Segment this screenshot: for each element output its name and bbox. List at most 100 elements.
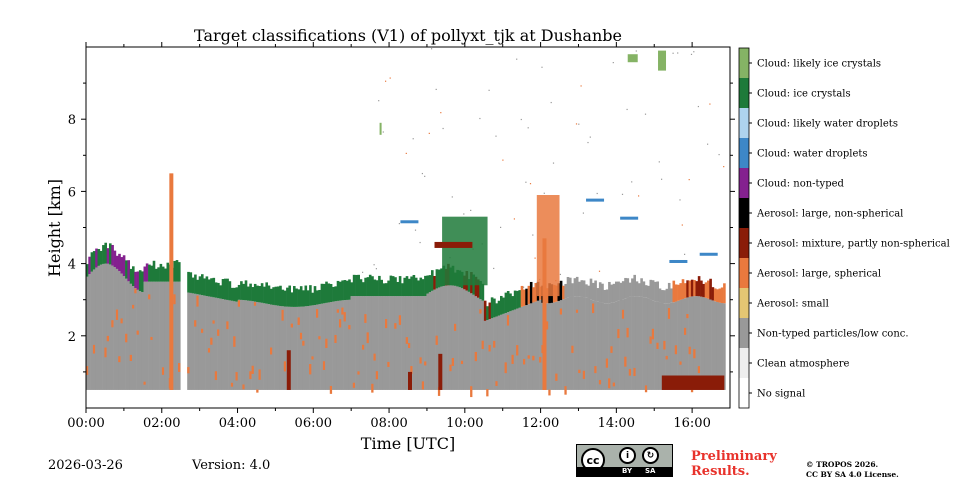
heatmap-cell-nontyped	[164, 281, 167, 390]
heatmap-cell-aerosol	[132, 304, 135, 309]
heatmap-cell-nontyped	[306, 306, 310, 390]
aerosol-surface-layer	[661, 375, 725, 390]
heatmap-cell-nontyped	[152, 281, 156, 390]
legend-label: Aerosol: large, non-spherical	[756, 209, 903, 220]
heatmap-cell-nontyped	[343, 300, 347, 390]
heatmap-cell-nontyped	[707, 298, 710, 390]
heatmap-cell-band	[357, 274, 360, 297]
heatmap-cell-nontyped	[368, 296, 372, 390]
heatmap-cell-aerosol	[506, 315, 510, 326]
heatmap-cell-band	[175, 260, 179, 282]
heatmap-cell-band	[219, 285, 222, 299]
heatmap-cell-nontyped	[145, 281, 149, 390]
heatmap-cell-band	[122, 255, 126, 277]
heatmap-cell-nontyped	[150, 281, 153, 390]
heatmap-cell-noise	[644, 113, 647, 115]
footer-date: 2026-03-26	[48, 458, 123, 473]
heatmap-cell-nontyped	[90, 271, 94, 390]
heatmap-cell-band	[684, 283, 687, 299]
heatmap-cell-nontyped	[412, 296, 416, 390]
heatmap-cell-nontyped	[548, 303, 551, 390]
heatmap-cell-noise	[626, 108, 628, 111]
heatmap-cell-nontyped	[661, 302, 664, 390]
heatmap-cell-band	[109, 243, 112, 265]
heatmap-cell-noise	[621, 193, 624, 195]
heatmap-cell-nontyped	[647, 298, 650, 390]
heatmap-cell-band	[198, 276, 202, 295]
heatmap-cell-band	[410, 276, 413, 297]
heatmap-cell-band	[152, 260, 156, 282]
heatmap-cell-aerosol	[214, 371, 218, 381]
heatmap-cell-band	[373, 279, 377, 297]
heatmap-cell-nontyped	[203, 295, 206, 390]
heatmap-cell-nontyped	[635, 296, 639, 390]
heatmap-cell-nontyped	[686, 297, 689, 390]
heatmap-cell-nontyped	[141, 292, 144, 390]
heatmap-cell-noise	[431, 48, 433, 50]
heatmap-cell-noise	[435, 88, 437, 91]
heatmap-cell-band	[366, 277, 370, 297]
heatmap-cell-aerosol	[598, 379, 602, 385]
heatmap-cell-band	[619, 282, 623, 301]
heatmap-cell-nontyped	[649, 299, 653, 390]
heatmap-cell-nontyped	[711, 300, 715, 390]
heatmap-cell-noise	[405, 152, 407, 155]
heatmap-cell-nontyped	[214, 297, 218, 390]
heatmap-cell-nontyped	[394, 296, 397, 390]
legend-label: Clean atmosphere	[757, 359, 850, 370]
heatmap-cell-nontyped	[479, 299, 482, 390]
heatmap-cell-band	[707, 280, 710, 299]
heatmap-cell-nontyped	[681, 299, 685, 390]
heatmap-cell-nontyped	[562, 299, 565, 390]
heatmap-cell-band	[718, 288, 722, 303]
heatmap-cell-nontyped	[283, 306, 287, 390]
heatmap-cell-noise	[661, 178, 663, 180]
heatmap-cell-aerosol	[470, 386, 473, 398]
heatmap-cell-nontyped	[700, 296, 703, 390]
heatmap-cell-nontyped	[198, 294, 202, 390]
heatmap-streak	[286, 350, 291, 390]
heatmap-cell-band	[624, 277, 627, 299]
heatmap-cell-aerosol	[120, 318, 123, 324]
heatmap-cell-aerosol	[299, 332, 303, 340]
heatmap-cell-nontyped	[143, 281, 147, 390]
heatmap-cell-nontyped	[355, 296, 358, 390]
heatmap-cell-aerosol	[237, 300, 241, 307]
heatmap-cell-band	[417, 280, 420, 297]
heatmap-cell-noise	[684, 253, 686, 255]
heatmap-cell-aerosol	[592, 303, 595, 314]
heatmap-cell-band	[412, 274, 416, 297]
heatmap-cell-band	[631, 278, 634, 297]
heatmap-cell-aerosol	[207, 348, 211, 353]
heatmap-cell-nontyped	[532, 302, 535, 390]
heatmap-cell-band	[201, 274, 204, 296]
cloud-likely-ice	[658, 50, 667, 71]
heatmap-cell-aerosol	[582, 370, 586, 379]
heatmap-cell-band	[385, 283, 388, 297]
heatmap-cell-band	[575, 276, 579, 297]
heatmap-cell-band	[709, 278, 712, 300]
heatmap-cell-nontyped	[575, 296, 579, 390]
heatmap-cell-nontyped	[571, 296, 574, 390]
heatmap-cell-nontyped	[486, 319, 489, 390]
heatmap-cell-band	[596, 288, 600, 302]
cc-license-badge[interactable]: cc i ↻ BY SA	[576, 444, 673, 477]
heatmap-cell-band	[104, 242, 107, 264]
heatmap-streak	[438, 353, 443, 390]
heatmap-cell-band	[221, 279, 225, 300]
heatmap-cell-nontyped	[458, 287, 462, 390]
heatmap-cell-nontyped	[350, 296, 354, 390]
heatmap-cell-nontyped	[525, 305, 528, 390]
heatmap-cell-aerosol	[460, 360, 464, 365]
heatmap-cell-band	[322, 283, 326, 304]
heatmap-cell-noise	[362, 271, 364, 273]
heatmap-cell-noise	[672, 52, 674, 54]
heatmap-streak	[169, 173, 174, 390]
heatmap-cell-band	[608, 281, 611, 304]
heatmap-cell-nontyped	[242, 300, 245, 390]
heatmap-cell-band	[681, 279, 685, 300]
heatmap-cell-nontyped	[359, 296, 363, 390]
legend-frame	[738, 47, 750, 409]
heatmap-cell-nontyped	[320, 303, 324, 390]
heatmap-cell-band	[626, 278, 630, 298]
